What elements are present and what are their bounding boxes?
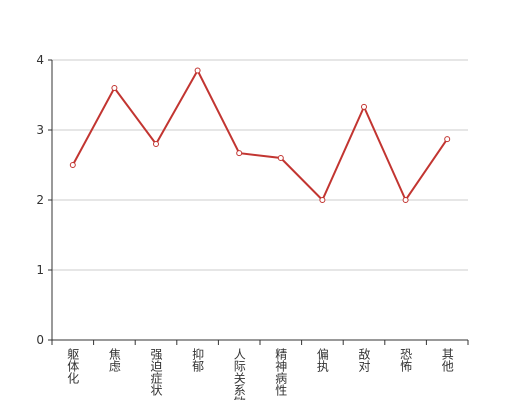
data-point <box>402 197 409 203</box>
x-tick-label: 躯体化 <box>66 347 80 385</box>
data-point <box>194 67 201 74</box>
x-tick-label: 其他 <box>440 348 454 372</box>
x-tick-label: 精神病性 <box>274 348 288 397</box>
data-point <box>111 85 118 91</box>
y-tick-label: 2 <box>36 193 44 207</box>
data-point <box>277 155 284 161</box>
x-tick-label: 恐怖 <box>399 348 413 372</box>
data-point <box>361 103 367 110</box>
x-tick-label: 焦虑 <box>107 348 121 372</box>
x-tick-label: 偏执 <box>315 347 329 373</box>
y-tick-label: 1 <box>36 263 44 277</box>
data-line <box>71 68 449 203</box>
x-tick-label: 人际关系敏感 <box>232 348 246 400</box>
data-point <box>236 150 243 157</box>
y-tick-label: 0 <box>36 333 44 347</box>
data-point <box>319 197 326 203</box>
data-point <box>153 141 159 147</box>
data-point <box>69 162 76 168</box>
x-tick-label: 抑郁 <box>191 347 205 373</box>
x-tick-label: 敌对 <box>357 347 371 372</box>
y-tick-label: 3 <box>36 123 44 137</box>
data-point <box>444 136 451 143</box>
x-tick-label: 强迫症状 <box>149 348 163 396</box>
y-tick-label: 4 <box>36 53 44 67</box>
